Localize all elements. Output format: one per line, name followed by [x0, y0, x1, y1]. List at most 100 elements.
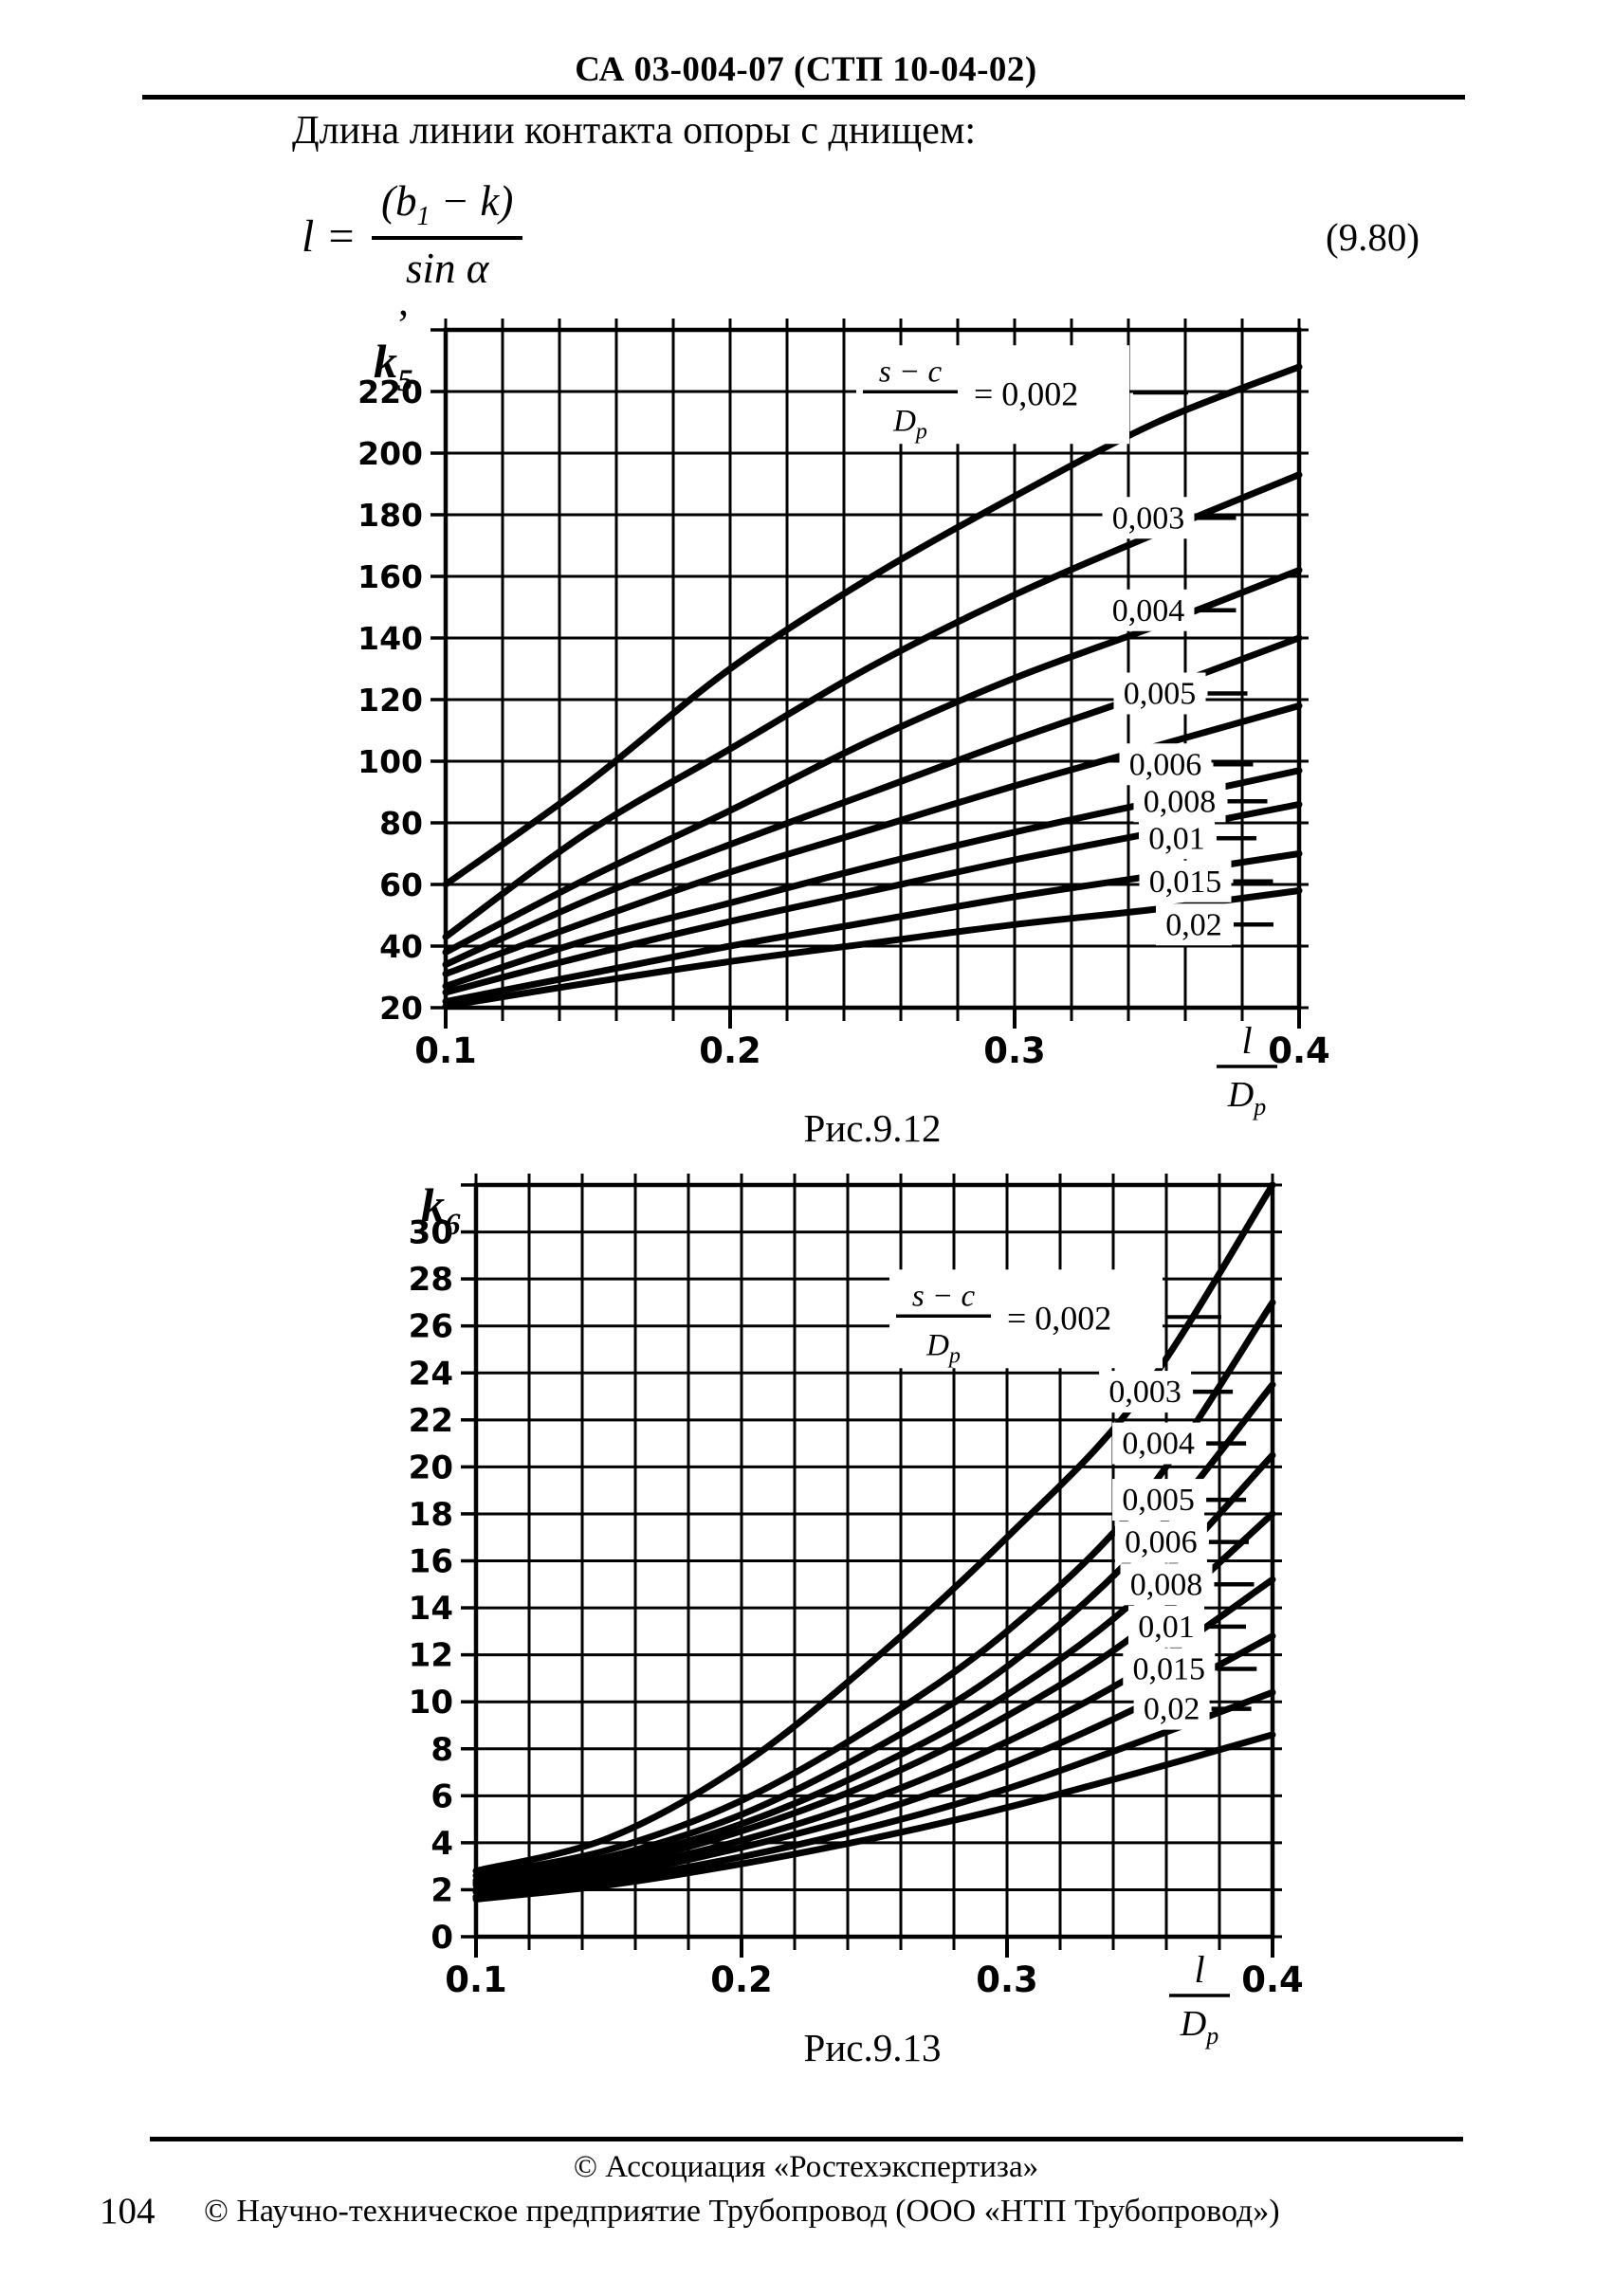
x-tick-label: 0.4: [1241, 1959, 1304, 2000]
curve-label-0,003: 0,003: [1112, 501, 1185, 536]
curve-label-0,005: 0,005: [1124, 677, 1197, 712]
curve-label-0,02: 0,02: [1144, 1692, 1200, 1727]
family-label-denominator: Dр: [892, 404, 927, 444]
y-tick-label: 26: [409, 1308, 453, 1346]
x-axis-title-denominator: Dр: [1180, 2004, 1218, 2050]
footer-association: © Ассоциация «Ростехэкспертиза»: [573, 2150, 1039, 2184]
y-axis-title: k6: [421, 1178, 461, 1242]
curve-label-0,02: 0,02: [1165, 907, 1222, 942]
equation-equals: =: [325, 211, 357, 262]
x-tick-label: 0.2: [710, 1959, 773, 2000]
x-axis-title-numerator: l: [1194, 1948, 1204, 1991]
y-tick-label: 60: [379, 866, 423, 903]
y-tick-label: 40: [379, 928, 423, 965]
y-tick-label: 2: [430, 1871, 453, 1909]
x-axis-title-denominator: Dр: [1227, 1075, 1266, 1121]
family-label-value: = 0,002: [1007, 1299, 1111, 1337]
footer-rule: [150, 2137, 1463, 2141]
family-label-backing: [889, 1269, 1163, 1369]
curve-label-0,01: 0,01: [1148, 821, 1205, 856]
y-tick-label: 24: [409, 1355, 453, 1393]
curve-label-0,005: 0,005: [1122, 1483, 1195, 1518]
curve-label-backing: [1133, 1687, 1210, 1730]
curve-label-backing: [1133, 780, 1226, 823]
curve-label-0,003: 0,003: [1108, 1375, 1182, 1410]
curve-label-backing: [1099, 1371, 1192, 1413]
y-tick-label: 16: [409, 1543, 453, 1581]
curve-label-backing: [1123, 1648, 1216, 1690]
curve-label-backing: [1120, 1563, 1213, 1606]
curve-label-0,004: 0,004: [1122, 1427, 1195, 1462]
curve-label-backing: [1128, 1605, 1204, 1648]
curve-label-backing: [1112, 1479, 1205, 1522]
chart-k6: 30 28 26 24 22 20 18 16 14 12 10 8 6 4 2 0 0.1 0.2 0.3 0.4 k…: [341, 1138, 1403, 2067]
curve-0,02: [472, 1731, 1276, 1903]
family-label-numerator: s − c: [879, 355, 943, 389]
curve-label-0,006: 0,006: [1125, 1525, 1198, 1560]
y-tick-label: 120: [357, 682, 423, 719]
y-tick-label: 140: [357, 620, 423, 657]
y-tick-label: 0: [430, 1919, 453, 1957]
family-label-value: = 0,002: [974, 374, 1078, 412]
y-tick-label: 8: [430, 1731, 453, 1769]
curve-0,015: [472, 1688, 1276, 1901]
curve-label-0,006: 0,006: [1129, 747, 1202, 782]
y-tick-label: 30: [409, 1214, 453, 1252]
chart-k5-caption: Рис.9.12: [803, 1106, 942, 1150]
equation-fraction: (b1 − k) sin α: [372, 176, 523, 293]
chart-k5: 220 200 180 160 140 120 100 80 60 40 20 0.1 0.2 0.3 0.…: [313, 301, 1413, 1131]
curve-label-backing: [1139, 860, 1232, 902]
header-rule: [142, 95, 1465, 100]
curve-label-0,008: 0,008: [1130, 1567, 1203, 1602]
curve-label-0,015: 0,015: [1149, 865, 1222, 900]
x-tick-label: 0.3: [976, 1959, 1038, 2000]
curve-label-backing: [1139, 817, 1215, 860]
chart-k6-caption: Рис.9.13: [803, 2026, 942, 2069]
y-tick-label: 18: [409, 1496, 453, 1534]
y-tick-label: 20: [409, 1449, 453, 1486]
equation-number: (9.80): [1326, 215, 1420, 259]
y-tick-label: 22: [409, 1402, 453, 1440]
y-tick-label: 6: [430, 1777, 453, 1815]
y-tick-label: 12: [409, 1637, 453, 1675]
curve-0,002: [442, 363, 1303, 888]
page-number: 104: [100, 2191, 156, 2232]
y-tick-label: 160: [357, 558, 423, 595]
x-tick-label: 0.4: [1268, 1030, 1330, 1071]
family-label-denominator: Dр: [925, 1328, 961, 1368]
curve-label-0,01: 0,01: [1138, 1610, 1195, 1645]
y-tick-label: 220: [357, 374, 423, 410]
curve-label-backing: [1156, 903, 1232, 946]
document-code-header: СА 03-004-07 (СТП 10-04-02): [575, 50, 1037, 89]
y-tick-label: 10: [409, 1684, 453, 1722]
x-tick-label: 0.2: [699, 1030, 761, 1071]
y-tick-label: 200: [357, 435, 423, 472]
curve-label-backing: [1114, 1521, 1207, 1563]
curve-label-backing: [1112, 1422, 1205, 1465]
family-label-numerator: s − c: [912, 1279, 976, 1313]
plot-frame: [443, 327, 1302, 1011]
y-tick-label: 100: [357, 743, 423, 780]
y-axis-title: k5: [374, 335, 413, 398]
x-tick-label: 0.3: [983, 1030, 1046, 1071]
y-tick-label: 20: [379, 990, 423, 1027]
family-label-backing: [856, 345, 1129, 445]
curve-label-backing: [1113, 672, 1206, 715]
y-tick-label: 180: [357, 497, 423, 534]
y-tick-label: 28: [409, 1261, 453, 1299]
curve-label-0,004: 0,004: [1112, 593, 1185, 629]
equation-numerator: (b1 − k): [372, 176, 523, 240]
x-tick-label: 0.1: [445, 1959, 507, 2000]
equation-lhs-symbol: l: [302, 211, 315, 262]
y-tick-label: 14: [409, 1590, 453, 1628]
curve-label-backing: [1119, 743, 1212, 786]
curve-label-0,015: 0,015: [1133, 1651, 1206, 1686]
intro-paragraph: Длина линии контакта опоры с днищем:: [292, 109, 977, 153]
curve-label-backing: [1102, 589, 1195, 631]
curve-label-0,008: 0,008: [1144, 784, 1217, 819]
equation-denominator: sin α: [405, 245, 489, 292]
footer-enterprise: © Научно-техническое предприятие Трубопр…: [204, 2194, 1280, 2229]
curve-label-backing: [1102, 497, 1195, 539]
